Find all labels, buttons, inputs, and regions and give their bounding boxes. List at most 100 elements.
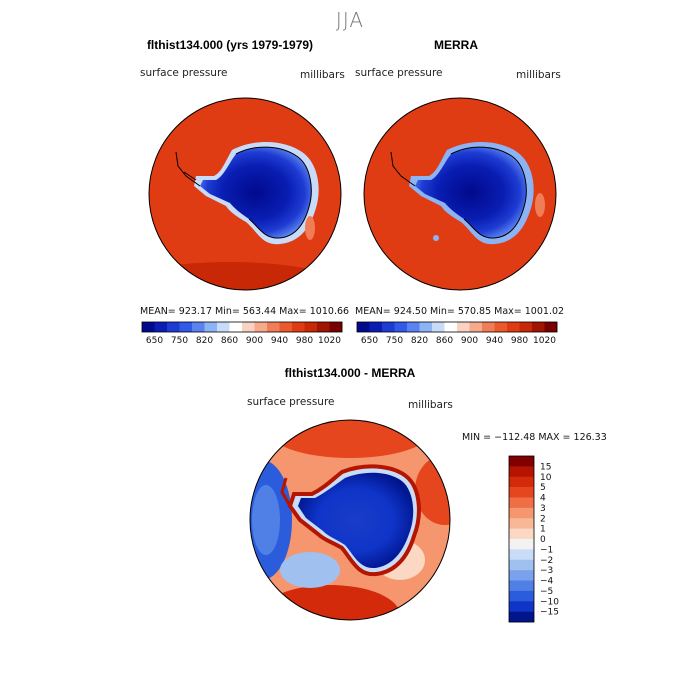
panel1-colorbar-swatch: [204, 322, 218, 332]
panel1-left-label: surface pressure: [140, 67, 228, 79]
panel1-high-band: [149, 262, 341, 290]
panel3-stats: MIN = −112.48 MAX = 126.33: [462, 432, 607, 443]
panel3-map: [249, 419, 451, 621]
panel3-peninsula: [280, 477, 292, 507]
panel2-colorbar-swatch: [544, 322, 558, 332]
panel2-small-blob: [433, 235, 439, 241]
panel1-map-border: [148, 97, 342, 291]
panel3-colorbar-swatch: [509, 570, 534, 581]
panel1-colorbar-tick-label: 650: [146, 336, 163, 346]
panel1-colorbar-tick-label: 980: [296, 336, 313, 346]
panel3-colorbar-tick-label: −4: [540, 577, 554, 587]
panel1-colorbar-swatch: [217, 322, 230, 332]
panel2-colorbar-swatch: [494, 322, 508, 332]
panel2-colorbar-tick-label: 860: [436, 336, 453, 346]
panel3-colorbar-swatch: [509, 518, 534, 529]
panel2-colorbar-tick-label: 900: [461, 336, 478, 346]
panel3-colorbar-swatch: [509, 559, 534, 571]
panel1-colorbar-frame: [141, 321, 343, 333]
panel2-colorbar: 650 750 820 860 900 940 980 1020: [356, 321, 558, 346]
panel3-colorbar-swatch: [509, 549, 534, 561]
panel3-colorbar-swatch: [509, 507, 534, 519]
panel3-colorbar-tick-label: 4: [540, 494, 546, 504]
panel1-ocean-blob: [305, 216, 315, 240]
panel1-colorbar-swatch: [317, 322, 330, 332]
panel3-title: flthist134.000 - MERRA: [284, 366, 416, 380]
panel1-title: flthist134.000 (yrs 1979-1979): [146, 38, 314, 52]
panel1-colorbar-swatch: [242, 322, 255, 332]
panel1-colorbar-swatch: [167, 322, 180, 332]
panel3-colorbar-swatch: [509, 611, 534, 623]
panel2-colorbar-swatch: [357, 322, 370, 332]
panel1-colorbar-tick-label: 860: [221, 336, 238, 346]
panel2-colorbar-swatch: [382, 322, 395, 332]
panel3-top-positive: [270, 420, 430, 458]
panel1-colorbar-swatch: [142, 322, 155, 332]
panel3-colorbar-tick-label: 1: [540, 525, 546, 535]
panel3-colorbar-tick-label: −15: [540, 608, 559, 618]
panel3-colorbar-tick-label: −10: [540, 597, 559, 607]
panel2-peninsula: [390, 151, 416, 187]
panel3-map-border: [249, 419, 451, 621]
panel2-colorbar-swatch: [444, 322, 458, 332]
panel1-antarctica-interior: [200, 147, 312, 239]
panel1-map: [148, 97, 342, 291]
panel2-colorbar-swatch: [369, 322, 383, 332]
panel3-left-negative-core: [252, 485, 280, 555]
panel2-colorbar-swatch: [419, 322, 433, 332]
panel2-colorbar-swatch: [469, 322, 483, 332]
panel3-right-label: millibars: [408, 399, 453, 411]
panel2-colorbar-tick-label: 650: [361, 336, 378, 346]
panel1-colorbar-tick-label: 940: [271, 336, 288, 346]
panel2-colorbar-frame: [356, 321, 558, 333]
panel2-ocean-blob: [535, 193, 545, 217]
panel1-colorbar-swatch: [154, 322, 168, 332]
panel3-colorbar-swatch: [509, 456, 534, 467]
panel3-colorbar-swatch: [509, 487, 534, 498]
panel2-colorbar-tick-label: 980: [511, 336, 528, 346]
panel2-colorbar-tick-label: 940: [486, 336, 503, 346]
panel1-coastline: [235, 146, 312, 239]
panel2-left-label: surface pressure: [355, 67, 443, 79]
panel3-bottom-positive: [260, 585, 400, 620]
panel3-colorbar-tick-label: −5: [540, 587, 553, 597]
panel2-colorbar-swatch: [457, 322, 470, 332]
panel1-colorbar-tick-label: 900: [246, 336, 263, 346]
panel2-colorbar-tick-label: 750: [386, 336, 403, 346]
panel3-colorbar-tick-label: 0: [540, 535, 546, 545]
panel2-colorbar-swatch: [432, 322, 445, 332]
panel3-colorbar-tick-label: 3: [540, 504, 546, 514]
panel3-colorbar-swatch: [509, 466, 534, 478]
panel3-colorbar-swatch: [509, 590, 534, 602]
panel2-colorbar-swatch: [519, 322, 533, 332]
panel1-colorbar-swatch: [254, 322, 268, 332]
panel3-colorbar-tick-label: −2: [540, 556, 553, 566]
panel1-colorbar-swatch: [279, 322, 293, 332]
panel3-colorbar-swatch: [509, 539, 534, 550]
panel1-colorbar-swatch: [329, 322, 343, 332]
panel1-colorbar-swatch: [179, 322, 193, 332]
panel2-colorbar-tick-label: 820: [411, 336, 428, 346]
panel1-colorbar-tick-label: 820: [196, 336, 213, 346]
panel2-antarctica-interior: [415, 147, 527, 239]
panel3-colorbar-tick-label: 10: [540, 473, 552, 483]
panel3-colorbar-tick-label: −1: [540, 545, 553, 555]
panel3-left-label: surface pressure: [247, 396, 335, 408]
panel2-right-label: millibars: [516, 69, 561, 81]
panel1-stats: MEAN= 923.17 Min= 563.44 Max= 1010.66: [140, 306, 350, 317]
panel1-colorbar-tick-label: 750: [171, 336, 188, 346]
panel2-map-border: [363, 97, 557, 291]
panel3-colorbar-swatch: [509, 497, 534, 509]
panel3-colorbar-tick-label: −3: [540, 566, 553, 576]
panel2-colorbar-swatch: [482, 322, 495, 332]
page-title: JJA: [335, 8, 365, 32]
panel2-map: [363, 97, 557, 291]
panel3-antarctica-interior: [298, 472, 414, 569]
panel1-colorbar-tick-label: 1020: [318, 336, 341, 346]
panel1-colorbar-swatch: [304, 322, 318, 332]
panel1-colorbar-swatch: [192, 322, 205, 332]
panel3-colorbar-frame: [508, 455, 535, 623]
panel3-colorbar-swatch: [509, 528, 534, 540]
